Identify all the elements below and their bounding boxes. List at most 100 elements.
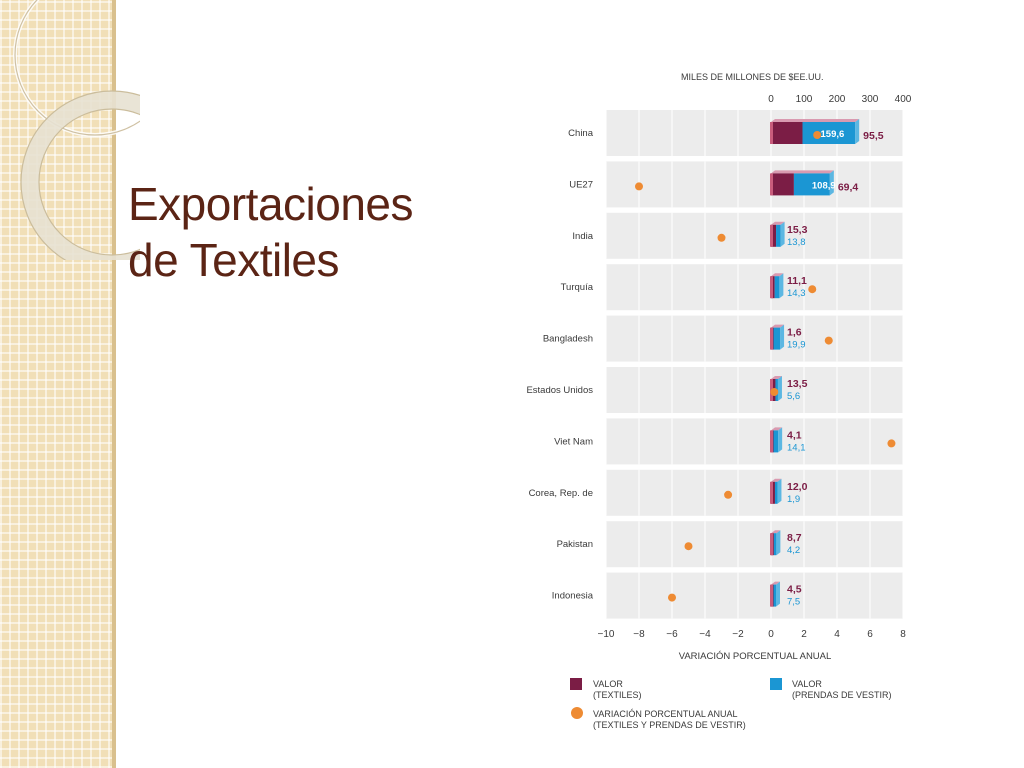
bar-front-edge — [770, 327, 773, 350]
bar-top-face — [771, 478, 782, 482]
bottom-tick-label: 2 — [801, 629, 807, 640]
bottom-tick-label: 0 — [768, 629, 774, 640]
bar-side-face — [829, 170, 834, 196]
textiles-value-label: 8,7 — [787, 532, 802, 544]
bar-textiles — [771, 122, 803, 144]
prendas-value-label: 13,8 — [787, 237, 806, 248]
prendas-value-label: 4,2 — [787, 545, 800, 556]
bar-side-face — [776, 581, 780, 607]
bar-front-edge — [770, 276, 773, 299]
chart-row: Indonesia 4,57,5 — [552, 572, 904, 619]
bar-side-face — [780, 221, 785, 247]
variation-point — [635, 182, 643, 191]
textiles-value-label: 69,4 — [838, 181, 859, 193]
row-background — [606, 161, 903, 208]
category-label: Turquía — [561, 282, 594, 293]
bottom-tick-label: −2 — [732, 629, 744, 640]
deco-circle-large-outline — [14, 0, 140, 136]
bar-top-face — [771, 376, 782, 379]
row-background — [606, 264, 903, 311]
bar-front-edge — [770, 584, 773, 607]
bar-side-face — [777, 376, 782, 401]
row-background — [606, 418, 903, 465]
row-background — [606, 572, 903, 619]
bottom-axis-label: VARIACIÓN PORCENTUAL ANUAL — [679, 651, 832, 662]
bar-front-edge — [770, 430, 773, 453]
bar-side-face — [777, 478, 782, 504]
bar-top-face — [771, 170, 834, 174]
chart-row: UE27 108,9 69,4 — [569, 161, 904, 208]
row-background — [606, 521, 903, 568]
variation-point — [724, 490, 733, 499]
category-label: Viet Nam — [554, 436, 593, 447]
category-label: India — [572, 231, 593, 242]
legend-prendas-line1: VALOR — [792, 679, 822, 689]
bar-side-face — [855, 119, 860, 144]
legend-variacion-line2: (TEXTILES Y PRENDAS DE VESTIR) — [593, 720, 746, 730]
bar-top-face — [771, 581, 780, 585]
bar-front-edge — [770, 481, 773, 504]
bar-top-face — [771, 273, 784, 277]
row-background — [606, 212, 903, 259]
category-label: Bangladesh — [543, 334, 593, 345]
slide-title: Exportaciones de Textiles — [128, 176, 468, 288]
deco-ring-outer — [20, 90, 140, 260]
chart-row: Pakistan 8,74,2 — [557, 521, 904, 568]
category-label: Corea, Rep. de — [529, 488, 593, 499]
variation-point — [824, 336, 833, 345]
bar-front-edge — [770, 122, 773, 144]
chart-row: Corea, Rep. de 12,01,9 — [529, 469, 904, 516]
bar-prendas — [774, 481, 778, 504]
legend-swatch-textiles — [570, 678, 582, 690]
chart-row: Estados Unidos 13,55,6 — [526, 367, 904, 413]
bar-top-face — [771, 221, 785, 225]
bar-side-face — [780, 324, 785, 350]
decorative-circles — [13, 0, 140, 260]
deco-ring — [21, 91, 140, 260]
textiles-value-label: 15,3 — [787, 224, 808, 236]
bar-prendas — [793, 173, 830, 196]
bar-side-face — [776, 530, 781, 556]
category-label: China — [568, 128, 594, 139]
bar-prendas — [773, 430, 779, 453]
prendas-value-label: 5,6 — [787, 391, 800, 402]
row-background — [606, 315, 903, 362]
deco-ring-inner — [38, 108, 140, 256]
category-label: UE27 — [569, 179, 593, 190]
prendas-value-label: 14,1 — [787, 442, 806, 453]
row-background — [606, 469, 903, 516]
bar-top-face — [771, 530, 781, 534]
top-tick-label: 400 — [895, 94, 912, 105]
top-tick-label: 0 — [768, 94, 774, 105]
textiles-value-label: 13,5 — [787, 378, 808, 390]
prendas-value-label: 14,3 — [787, 288, 806, 299]
bar-prendas — [773, 327, 781, 350]
bar-side-face — [779, 273, 784, 299]
bar-front-edge — [770, 224, 773, 247]
bottom-tick-label: 6 — [867, 629, 873, 640]
legend-textiles-line1: VALOR — [593, 679, 623, 689]
top-tick-label: 200 — [829, 94, 846, 105]
textiles-value-label: 4,5 — [787, 584, 802, 596]
variation-point — [717, 233, 726, 242]
legend-prendas-line2: (PRENDAS DE VESTIR) — [792, 690, 892, 700]
bottom-tick-label: 8 — [900, 629, 906, 640]
bar-prendas — [774, 276, 780, 299]
bottom-tick-label: 4 — [834, 629, 840, 640]
legend: VALOR (TEXTILES) VALOR (PRENDAS DE VESTI… — [570, 678, 892, 730]
legend-textiles-line2: (TEXTILES) — [593, 690, 642, 700]
bar-prendas — [773, 584, 776, 607]
bottom-tick-label: −8 — [633, 629, 645, 640]
bar-prendas — [776, 224, 781, 247]
textiles-value-label: 11,1 — [787, 275, 807, 287]
title-line-2: de Textiles — [128, 234, 340, 286]
category-label: Estados Unidos — [526, 385, 593, 396]
legend-swatch-variacion — [571, 707, 583, 719]
bottom-tick-label: −10 — [598, 629, 615, 640]
bar-side-face — [778, 427, 783, 453]
top-tick-label: 300 — [862, 94, 879, 105]
prendas-value-label: 159,6 — [821, 129, 845, 140]
exports-chart: MILES DE MILLONES DE $EE.UU. 0 100 200 300 4… — [526, 72, 912, 730]
bar-textiles — [771, 173, 794, 196]
bottom-tick-label: −6 — [666, 629, 678, 640]
